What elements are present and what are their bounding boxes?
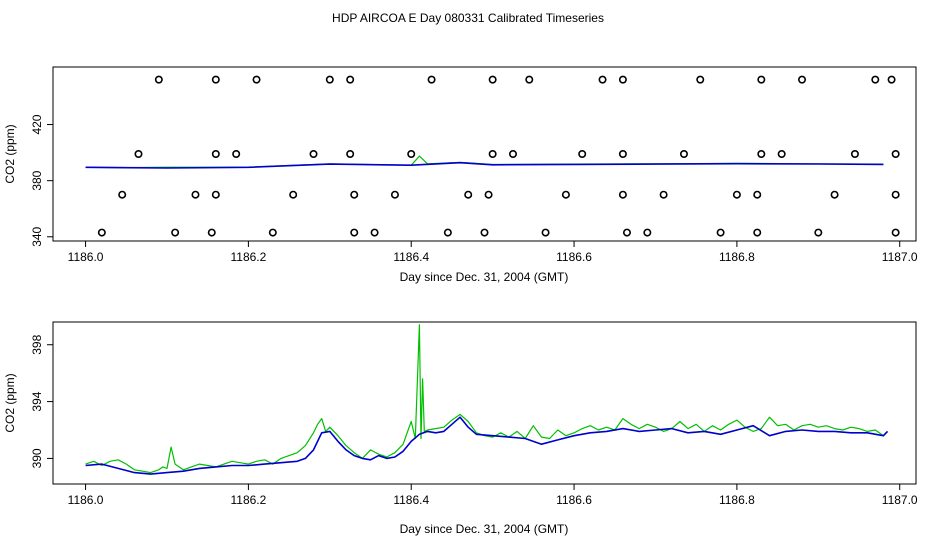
top-green-series-line <box>85 155 884 169</box>
top-marker-circle <box>325 75 334 84</box>
bottom-y-tick-label: 390 <box>30 448 44 468</box>
bottom-x-tick-label: 1186.4 <box>393 493 429 507</box>
bottom-y-axis-label: CO2 (ppm) <box>3 373 17 432</box>
top-marker-circle <box>488 75 497 84</box>
top-marker-circle <box>211 190 220 199</box>
top-marker-circle <box>891 150 900 159</box>
top-marker-circle <box>484 190 493 199</box>
top-y-tick-label: 420 <box>30 114 44 134</box>
top-marker-circle <box>753 190 762 199</box>
top-y-axis-label: CO2 (ppm) <box>3 124 17 183</box>
top-marker-circle <box>578 150 587 159</box>
top-marker-circle <box>757 150 766 159</box>
top-marker-circle <box>211 75 220 84</box>
bottom-y-tick-label: 394 <box>30 391 44 411</box>
bottom-x-tick-label: 1186.0 <box>68 493 104 507</box>
top-marker-circle <box>443 228 452 237</box>
top-x-tick-label: 1186.0 <box>68 250 104 264</box>
chart-title: HDP AIRCOA E Day 080331 Calibrated Times… <box>332 11 604 25</box>
top-x-tick-label: 1186.6 <box>556 250 592 264</box>
top-plot-frame <box>52 66 917 242</box>
top-marker-circle <box>696 75 705 84</box>
top-marker-circle <box>541 228 550 237</box>
top-x-tick-label: 1186.8 <box>719 250 755 264</box>
top-x-axis-label: Day since Dec. 31, 2004 (GMT) <box>400 270 569 284</box>
top-marker-circle <box>370 228 379 237</box>
top-marker-circle <box>732 190 741 199</box>
top-marker-circle <box>618 75 627 84</box>
top-marker-circle <box>871 75 880 84</box>
bottom-x-axis-label: Day since Dec. 31, 2004 (GMT) <box>400 522 569 536</box>
top-marker-circle <box>716 228 725 237</box>
top-marker-circle <box>350 190 359 199</box>
top-marker-circle <box>232 150 241 159</box>
top-marker-circle <box>891 190 900 199</box>
top-marker-circle <box>346 75 355 84</box>
bottom-x-tick-label: 1187.0 <box>882 493 918 507</box>
top-marker-circle <box>814 228 823 237</box>
top-marker-circle <box>480 228 489 237</box>
top-marker-circle <box>191 190 200 199</box>
top-marker-circle <box>464 190 473 199</box>
bottom-x-tick-label: 1186.6 <box>556 493 592 507</box>
top-x-tick-label: 1186.4 <box>393 250 429 264</box>
top-marker-circle <box>850 150 859 159</box>
top-marker-circle <box>659 190 668 199</box>
top-marker-circle <box>887 75 896 84</box>
top-marker-circle <box>134 150 143 159</box>
top-marker-circle <box>508 150 517 159</box>
top-marker-circle <box>618 150 627 159</box>
top-marker-circle <box>488 150 497 159</box>
top-marker-circle <box>97 228 106 237</box>
top-marker-circle <box>679 150 688 159</box>
top-y-tick-label: 340 <box>30 226 44 246</box>
top-marker-circle <box>118 190 127 199</box>
bottom-x-tick-label: 1186.8 <box>719 493 755 507</box>
top-marker-circle <box>618 190 627 199</box>
top-marker-circle <box>830 190 839 199</box>
top-marker-circle <box>757 75 766 84</box>
top-marker-circle <box>289 190 298 199</box>
top-marker-circle <box>154 75 163 84</box>
bottom-blue-series-line <box>85 416 889 475</box>
top-marker-circle <box>598 75 607 84</box>
top-marker-circle <box>891 228 900 237</box>
bottom-plot-frame <box>52 321 917 485</box>
top-marker-circle <box>427 75 436 84</box>
top-blue-series-line <box>85 161 884 169</box>
bottom-x-tick-label: 1186.2 <box>230 493 266 507</box>
top-marker-circle <box>252 75 261 84</box>
top-marker-circle <box>390 190 399 199</box>
top-x-tick-label: 1187.0 <box>882 250 918 264</box>
top-marker-circle <box>525 75 534 84</box>
bottom-y-tick-label: 398 <box>30 334 44 354</box>
top-marker-circle <box>350 228 359 237</box>
top-x-tick-label: 1186.2 <box>230 250 266 264</box>
top-marker-circle <box>798 75 807 84</box>
top-marker-circle <box>753 228 762 237</box>
top-marker-circle <box>777 150 786 159</box>
top-marker-circle <box>561 190 570 199</box>
top-marker-circle <box>643 228 652 237</box>
top-marker-circle <box>407 150 416 159</box>
top-marker-circle <box>622 228 631 237</box>
top-marker-circle <box>309 150 318 159</box>
top-marker-circle <box>346 150 355 159</box>
bottom-green-series-line <box>85 324 888 474</box>
top-y-tick-label: 380 <box>30 170 44 190</box>
top-marker-circle <box>171 228 180 237</box>
top-marker-circle <box>211 150 220 159</box>
top-marker-circle <box>207 228 216 237</box>
top-marker-circle <box>268 228 277 237</box>
